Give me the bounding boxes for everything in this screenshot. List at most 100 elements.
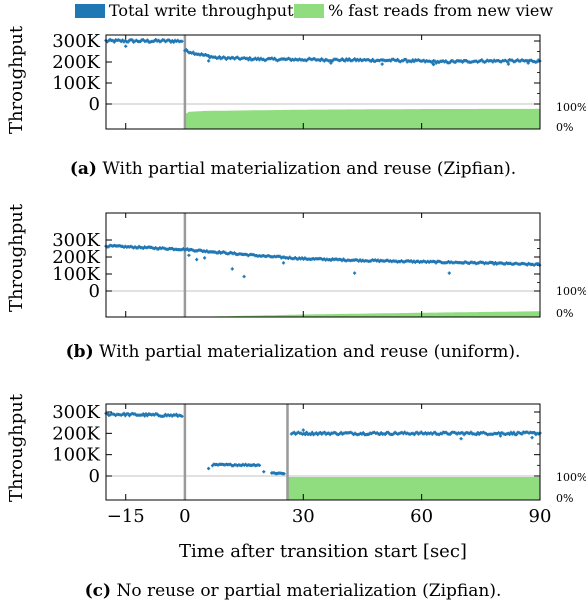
write-point-b-318 [230,267,234,271]
fast-reads-area-c [287,477,540,500]
y-tick-label-b-2: 200K [52,247,100,268]
legend-swatch-write-throughput [75,4,105,18]
write-point-a-248 [448,60,452,65]
plot-frame-b [105,212,541,318]
y-tick-label-a-2: 200K [52,52,100,73]
write-point-c-153 [361,431,365,435]
write-point-a-220 [409,60,413,64]
y-axis-label-b: Throughput [6,203,27,312]
caption-text-c: No reuse or partial materialization (Zip… [116,581,501,601]
write-point-c-262 [512,430,516,434]
write-point-c-27 [141,412,145,416]
y-tick-label-c-3: 300K [52,402,100,423]
write-point-a-320 [526,61,530,65]
write-point-c-235 [474,432,479,437]
write-point-a-30 [145,38,149,42]
write-point-a-154 [318,59,322,63]
write-point-a-235 [430,61,434,65]
y-tick-label-a-1: 100K [52,73,100,94]
y-tick-label-c-2: 200K [52,423,100,444]
y-tick-label-b-1: 100K [52,264,100,285]
x-tick-label-2: 30 [292,506,315,527]
write-point-a-316 [329,61,333,65]
write-point-c-28 [143,414,147,418]
write-point-c-268 [520,432,524,436]
write-point-a-319 [506,62,510,66]
write-point-c-264 [514,432,519,437]
y-tick-label-c-0: 0 [89,466,100,487]
plot-frame-a [105,34,541,130]
y2-tick-label-b-0: 0% [556,307,573,320]
write-point-a-55 [180,39,184,43]
write-point-a-12 [121,38,125,42]
write-point-a-216 [404,57,408,62]
write-point-a-103 [248,56,252,60]
write-point-c-283 [262,470,266,474]
write-point-c-286 [498,434,503,438]
write-point-c-90 [257,463,262,467]
write-point-c-259 [508,432,512,436]
write-point-c-277 [532,431,537,435]
write-point-c-112 [305,430,309,434]
y2-tick-label-b-100: 100% [556,285,586,298]
legend-swatch-fast-reads [294,4,324,18]
legend: Total write throughput % fast reads from… [75,1,553,20]
x-tick-label-4: 90 [529,506,552,527]
write-point-c-287 [530,436,534,440]
write-point-c-115 [309,432,313,437]
write-point-c-13 [122,411,126,415]
write-point-a-237 [433,59,437,63]
write-point-a-172 [343,59,347,63]
write-point-a-271 [480,58,484,62]
write-point-c-29 [144,412,148,416]
legend-label-write-throughput: Total write throughput [109,1,294,20]
write-point-b-321 [353,271,357,275]
x-tick-label-0: −15 [107,506,145,527]
write-point-b-319 [242,274,246,279]
write-point-b-320 [281,261,286,265]
caption-tag-a: (a) [70,159,97,179]
write-point-a-179 [353,57,357,61]
y-tick-label-c-1: 100K [52,445,100,466]
write-point-c-284 [301,428,305,432]
write-point-a-6 [112,40,116,44]
caption-a: (a) With partial materialization and reu… [70,159,516,179]
x-tick-label-1: 0 [179,506,190,527]
write-point-c-16 [126,412,130,416]
write-point-a-19 [130,38,134,42]
write-point-a-315 [207,59,211,63]
write-point-c-51 [174,412,178,416]
write-point-c-125 [323,430,327,434]
write-point-c-55 [180,414,184,418]
write-point-c-285 [459,437,463,441]
write-point-c-111 [303,432,307,437]
fast-reads-area-a [184,108,540,129]
y-tick-label-b-3: 300K [52,230,100,251]
write-point-a-62 [191,50,195,54]
write-point-a-49 [172,40,176,44]
y-axis-label-c: Throughput [6,393,27,502]
caption-b: (b) With partial materialization and reu… [66,342,521,362]
write-point-b-315 [187,253,191,257]
y-axis-label-a: Throughput [6,25,27,134]
x-axis-label: Time after transition start [sec] [179,541,467,562]
write-point-a-81 [217,55,221,59]
write-point-b-322 [447,271,451,275]
y-tick-label-a-3: 300K [52,31,100,52]
write-point-c-103 [292,430,296,434]
write-point-b-316 [195,257,199,262]
y2-tick-label-c-0: 0% [556,492,573,505]
write-point-a-314 [124,44,128,48]
plot-frame-c [105,403,541,501]
y-tick-label-a-0: 0 [89,94,100,115]
fast-reads-area-b [184,311,540,317]
write-point-a-318 [431,62,436,67]
x-tick-label-3: 60 [410,506,433,527]
y2-tick-label-c-100: 100% [556,471,586,484]
y-tick-label-b-0: 0 [89,281,100,302]
write-point-c-282 [207,466,211,471]
